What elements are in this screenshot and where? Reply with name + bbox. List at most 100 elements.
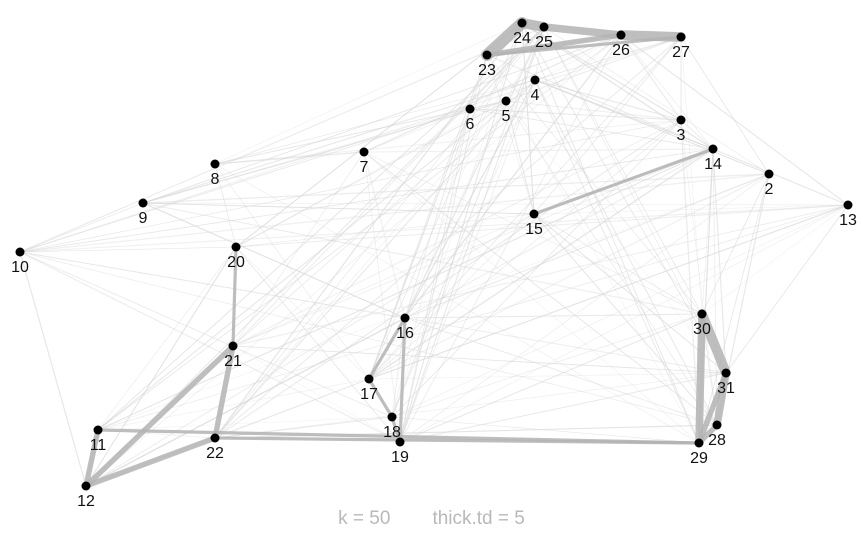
edge-8-24 <box>214 22 523 165</box>
strong-edge-23-24 <box>481 17 528 61</box>
edge-15-28 <box>533 213 718 426</box>
edge-22-27 <box>214 36 682 439</box>
node-dot <box>697 309 707 319</box>
graph-caption: k = 50 thick.td = 5 <box>0 508 863 530</box>
node-dot <box>15 247 25 257</box>
edge-9-30 <box>142 202 703 315</box>
edge-15-17 <box>368 213 535 380</box>
node-dot <box>465 104 475 114</box>
edge-22-24 <box>214 22 523 439</box>
edge-4-27 <box>534 36 682 81</box>
node-dot <box>138 198 148 208</box>
edge-13-21 <box>232 204 849 347</box>
edge-4-28 <box>534 79 718 426</box>
edge-13-30 <box>701 204 849 315</box>
edge-13-19 <box>399 204 849 443</box>
node-label: 30 <box>693 321 711 338</box>
edge-12-16 <box>85 317 406 487</box>
edge-6-9 <box>142 108 471 204</box>
strong-edge-31-29 <box>696 370 729 446</box>
edge-15-27 <box>533 36 682 215</box>
edge-12-25 <box>85 26 545 487</box>
edge-16-28 <box>404 317 718 426</box>
strong-edge-12-21 <box>83 343 236 489</box>
edge-7-14 <box>363 148 714 153</box>
node-dot <box>721 368 731 378</box>
edge-17-27 <box>368 36 682 380</box>
edge-19-20 <box>235 246 401 443</box>
node-10: 10 <box>11 247 29 276</box>
edge-4-18 <box>391 79 536 418</box>
node-31: 31 <box>717 368 735 397</box>
edge-10-19 <box>19 251 401 443</box>
edge-5-27 <box>505 36 682 102</box>
node-dot <box>501 96 511 106</box>
node-label: 24 <box>513 30 531 47</box>
edge-19-31 <box>399 372 727 443</box>
node-15: 15 <box>525 209 543 238</box>
node-30: 30 <box>693 309 711 338</box>
edge-2-29 <box>698 173 770 444</box>
edge-13-15 <box>533 204 849 215</box>
edge-14-16 <box>404 148 714 319</box>
edge-4-29 <box>534 79 700 444</box>
node-dot <box>228 341 238 351</box>
node-26: 26 <box>612 30 630 59</box>
edge-2-17 <box>368 173 770 380</box>
edge-2-19 <box>399 173 770 443</box>
node-24: 24 <box>513 18 531 47</box>
edge-3-26 <box>620 34 682 121</box>
edge-3-5 <box>505 100 682 121</box>
node-label: 23 <box>478 62 496 79</box>
node-label: 31 <box>717 380 735 397</box>
node-dot <box>764 169 774 179</box>
edge-7-8 <box>214 151 365 165</box>
edge-25-30 <box>543 26 703 315</box>
edge-7-30 <box>363 151 703 315</box>
node-label: 25 <box>535 34 553 51</box>
node-label: 21 <box>224 353 242 370</box>
strong-edge-11-12 <box>83 427 101 489</box>
strong-edge-17-18 <box>367 377 394 419</box>
edge-18-30 <box>391 313 703 418</box>
node-dot <box>517 18 527 28</box>
node-label: 6 <box>466 116 475 133</box>
node-label: 3 <box>677 127 686 144</box>
edge-9-13 <box>142 202 849 206</box>
edge-3-28 <box>680 119 718 426</box>
edge-8-17 <box>214 163 370 380</box>
node-label: 20 <box>227 254 245 271</box>
node-29: 29 <box>690 438 708 467</box>
edge-3-24 <box>521 22 682 121</box>
node-dot <box>539 22 549 32</box>
edge-15-30 <box>533 213 703 315</box>
node-11: 11 <box>90 425 106 454</box>
node-label: 27 <box>672 44 690 61</box>
edge-3-8 <box>214 119 682 165</box>
node-dot <box>616 30 626 40</box>
edge-2-9 <box>142 173 770 204</box>
edge-5-15 <box>505 100 535 215</box>
node-2: 2 <box>764 169 774 198</box>
edge-15-20 <box>235 213 535 248</box>
edge-5-9 <box>142 100 507 204</box>
strong-edge-30-29 <box>695 310 706 447</box>
edge-6-25 <box>469 26 545 110</box>
faint-edges-layer <box>19 22 849 487</box>
node-dot <box>81 481 91 491</box>
node-27: 27 <box>672 32 690 61</box>
edge-4-16 <box>404 79 536 319</box>
node-label: 9 <box>139 210 148 227</box>
node-12: 12 <box>77 481 95 510</box>
node-dot <box>708 144 718 154</box>
edge-5-31 <box>505 100 727 374</box>
node-label: 2 <box>765 181 774 198</box>
node-label: 18 <box>383 424 401 441</box>
edge-3-10 <box>19 119 682 253</box>
edge-9-16 <box>142 202 406 319</box>
edge-4-8 <box>214 79 536 165</box>
node-label: 28 <box>708 432 726 449</box>
node-8: 8 <box>210 159 220 188</box>
node-label: 7 <box>360 159 369 176</box>
edge-15-23 <box>486 54 535 215</box>
